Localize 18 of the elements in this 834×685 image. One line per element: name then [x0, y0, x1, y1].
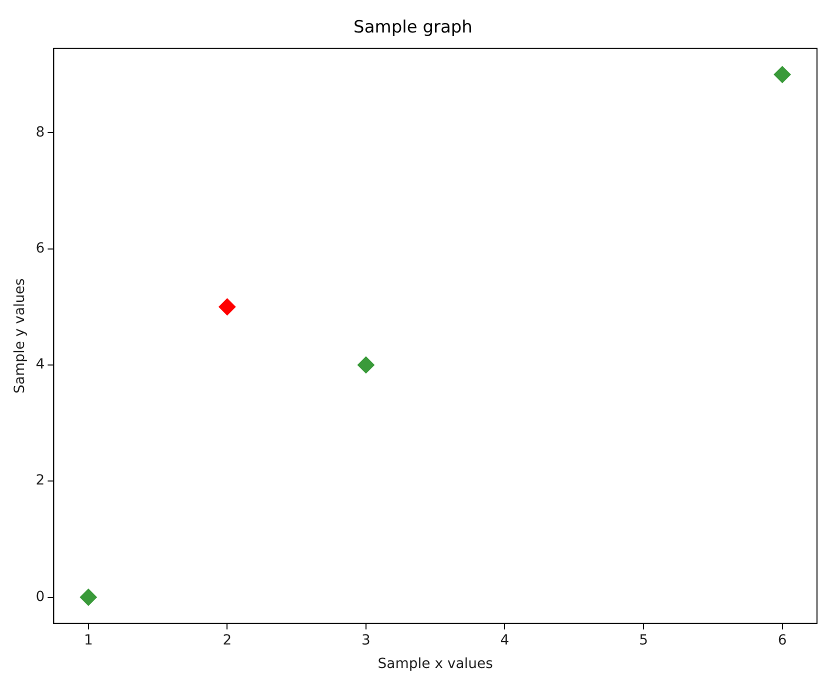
x-tick-label: 5 — [639, 632, 648, 648]
x-axis-title: Sample x values — [378, 656, 493, 672]
y-tick-label: 2 — [36, 472, 45, 489]
y-tick-label: 0 — [36, 588, 45, 605]
y-axis-title: Sample y values — [12, 278, 28, 394]
x-tick-label: 2 — [222, 632, 232, 648]
x-tick-label: 3 — [362, 632, 370, 648]
point — [774, 66, 791, 84]
point — [357, 356, 374, 374]
y-tick-label: 4 — [36, 356, 45, 373]
x-tick-label: 4 — [500, 632, 510, 648]
x-tick-label: 6 — [778, 632, 787, 648]
y-tick-label: 6 — [36, 240, 45, 256]
x-tick-label: 1 — [84, 632, 93, 648]
y-tick-label: 8 — [36, 124, 45, 140]
point — [218, 298, 236, 316]
point — [80, 588, 97, 606]
chart-title: Sample graph — [354, 18, 472, 38]
